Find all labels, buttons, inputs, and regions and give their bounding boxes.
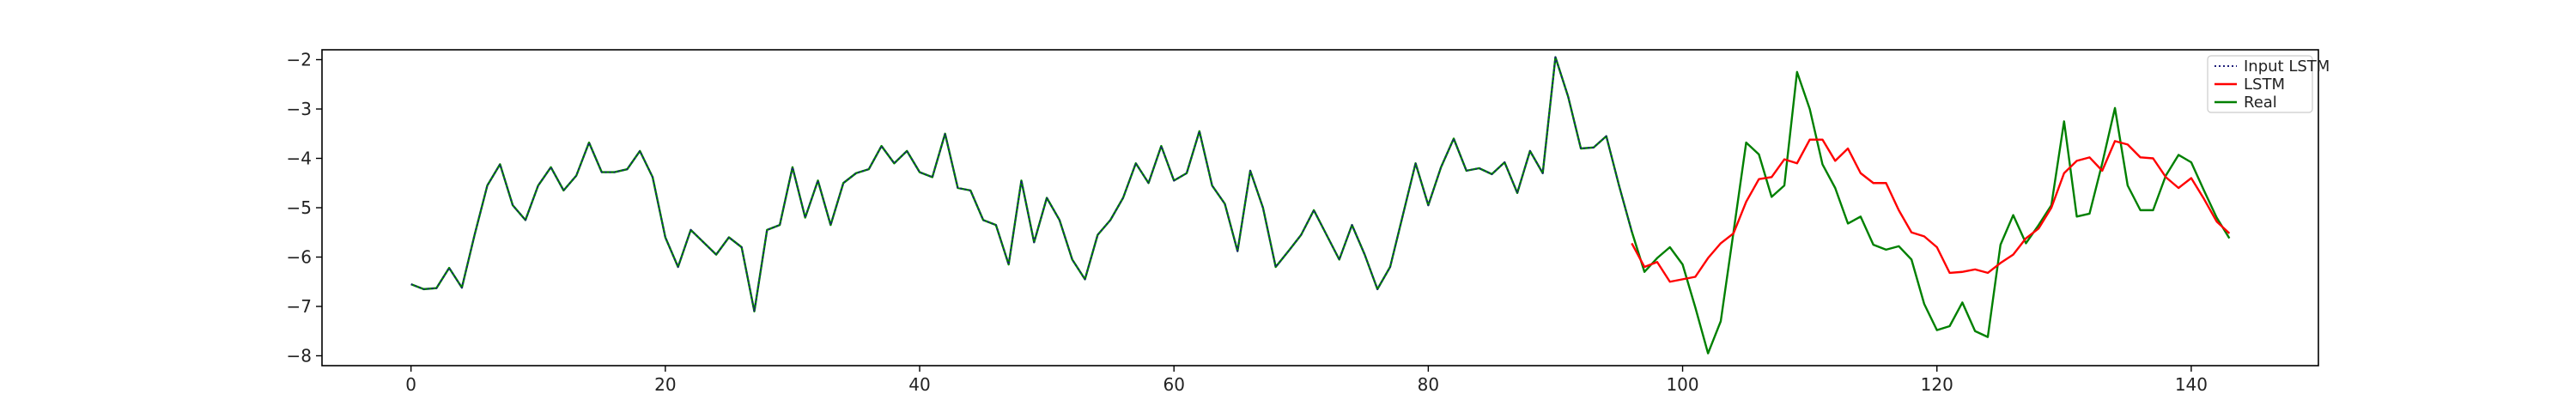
- x-tick-label: 120: [1921, 374, 1953, 395]
- y-tick-label: −7: [287, 296, 312, 317]
- x-tick-label: 40: [908, 374, 930, 395]
- x-tick-label: 60: [1163, 374, 1184, 395]
- x-tick-label: 140: [2175, 374, 2208, 395]
- series-line-input-lstm: [410, 56, 1633, 312]
- series-input-lstm: [410, 56, 1633, 312]
- x-tick-label: 0: [405, 374, 416, 395]
- y-tick-label: −6: [287, 247, 312, 268]
- x-tick-label: 20: [654, 374, 676, 395]
- y-tick-label: −8: [287, 346, 312, 367]
- y-tick-label: −4: [287, 148, 312, 169]
- series-real: [410, 56, 2231, 354]
- y-tick-label: −5: [287, 197, 312, 218]
- series-line-lstm: [1631, 138, 2231, 283]
- legend-label-real: Real: [2244, 94, 2277, 112]
- series-lstm: [1631, 138, 2231, 283]
- legend-box: [2207, 55, 2313, 113]
- axes-layer: 0 20 40 60 80 100 120 140 −8 −7 −6 −5 −4 −3 −2: [287, 50, 2208, 396]
- y-tick-label: −3: [287, 99, 312, 119]
- legend-label-lstm: LSTM: [2244, 76, 2285, 94]
- legend-label-input-lstm: Input LSTM: [2244, 58, 2330, 76]
- x-tick-label: 80: [1418, 374, 1439, 395]
- series-line-real: [410, 56, 2231, 354]
- y-tick-label: −2: [287, 50, 312, 70]
- x-tick-label: 100: [1666, 374, 1698, 395]
- series-layer: [410, 56, 2231, 354]
